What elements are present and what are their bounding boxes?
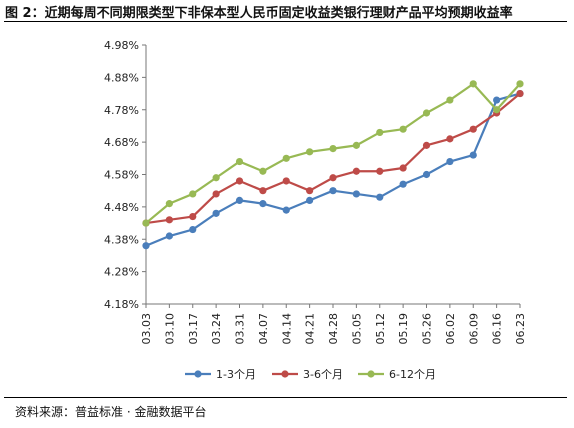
series-3-point xyxy=(329,145,337,153)
series-1-point xyxy=(469,151,477,159)
y-tick-label: 4.38% xyxy=(104,233,139,246)
x-tick-label: 03.17 xyxy=(187,313,200,345)
y-tick-label: 4.88% xyxy=(104,71,139,84)
y-tick-label: 4.78% xyxy=(104,104,139,117)
series-2-point xyxy=(189,212,197,221)
y-tick-label: 4.48% xyxy=(104,201,139,214)
series-1-point xyxy=(235,196,244,204)
series-1-point xyxy=(446,157,454,166)
x-tick-label: 04.14 xyxy=(280,313,293,345)
source-note: 资料来源：普益标准 · 金融数据平台 xyxy=(15,405,207,419)
y-tick-label: 4.28% xyxy=(104,266,139,279)
x-tick-label: 05.19 xyxy=(397,313,410,345)
series-1-point xyxy=(259,200,267,208)
series-1-point xyxy=(282,206,290,214)
x-tick-label: 03.31 xyxy=(234,313,247,345)
series-1-point xyxy=(493,96,501,104)
series-3-point xyxy=(352,141,360,149)
series-1-point xyxy=(329,187,337,195)
series-1-point xyxy=(189,225,197,234)
series-2-group xyxy=(142,89,524,227)
series-2-point xyxy=(165,216,173,224)
x-tick-label: 05.12 xyxy=(374,313,387,345)
y-tick-label: 4.68% xyxy=(104,136,139,149)
series-3-point xyxy=(189,190,197,198)
series-2-point xyxy=(352,167,360,175)
series-1-point xyxy=(212,209,220,217)
series-1-point xyxy=(422,170,431,179)
legend-series-3-marker xyxy=(367,370,375,378)
series-1-point xyxy=(376,193,384,201)
series-3-point xyxy=(493,106,501,114)
x-tick-label: 03.10 xyxy=(163,313,176,345)
series-1-group xyxy=(142,89,524,250)
series-2-point xyxy=(212,190,220,198)
y-tick-label: 4.58% xyxy=(104,169,139,182)
x-tick-label: 06.02 xyxy=(444,313,457,345)
series-3-point xyxy=(516,80,524,88)
legend-series-3-label: 6-12个月 xyxy=(389,368,436,381)
series-1-line xyxy=(145,92,521,247)
figure-title: 图 2：近期每周不同期限类型下非保本型人民币固定收益类银行理财产品平均预期收益率 xyxy=(5,6,513,21)
series-1-point xyxy=(399,180,407,188)
x-tick-label: 05.05 xyxy=(350,313,363,345)
series-1-point xyxy=(142,242,150,250)
series-2-point xyxy=(259,187,267,195)
series-3-point xyxy=(282,154,290,162)
x-tick-label: 06.16 xyxy=(491,313,504,345)
legend-series-2-marker xyxy=(281,370,289,378)
series-2-point xyxy=(235,177,244,185)
series-2-point xyxy=(376,167,384,175)
series-1-point xyxy=(306,196,314,204)
series-2-point xyxy=(469,125,477,133)
legend-series-1-marker xyxy=(194,370,202,378)
series-2-point xyxy=(306,187,314,195)
series-3-point xyxy=(399,125,407,133)
y-tick-label: 4.18% xyxy=(104,298,139,311)
series-2-point xyxy=(329,174,337,182)
series-2-point xyxy=(422,141,431,149)
series-3-group xyxy=(142,80,524,227)
series-3-point xyxy=(446,96,454,104)
series-2-point xyxy=(446,135,454,143)
series-3-point xyxy=(469,80,477,88)
series-3-point xyxy=(212,174,220,182)
series-2-point xyxy=(516,89,524,98)
y-tick-label: 4.98% xyxy=(104,39,139,52)
x-tick-label: 03.03 xyxy=(140,313,153,345)
x-tick-label: 04.07 xyxy=(257,313,270,345)
series-3-point xyxy=(142,219,150,227)
x-tick-label: 05.26 xyxy=(421,313,434,345)
series-3-point xyxy=(376,128,384,137)
legend-series-2-label: 3-6个月 xyxy=(303,368,343,381)
series-3-point xyxy=(259,167,267,175)
series-2-point xyxy=(399,164,407,172)
series-1-point xyxy=(352,190,360,198)
series-3-line xyxy=(145,82,521,224)
x-tick-label: 04.21 xyxy=(304,313,317,345)
x-tick-label: 06.09 xyxy=(467,313,480,345)
x-tick-label: 03.24 xyxy=(210,313,223,345)
series-3-point xyxy=(235,157,244,166)
legend-series-1-label: 1-3个月 xyxy=(216,368,256,381)
x-tick-label: 04.28 xyxy=(327,313,340,345)
top-rule xyxy=(4,21,567,22)
series-3-point xyxy=(165,200,173,208)
x-tick-label: 06.23 xyxy=(514,313,527,345)
series-3-point xyxy=(306,148,314,156)
series-3-point xyxy=(422,109,431,117)
series-1-point xyxy=(165,232,173,240)
bottom-rule xyxy=(4,397,567,398)
series-2-point xyxy=(282,177,290,185)
